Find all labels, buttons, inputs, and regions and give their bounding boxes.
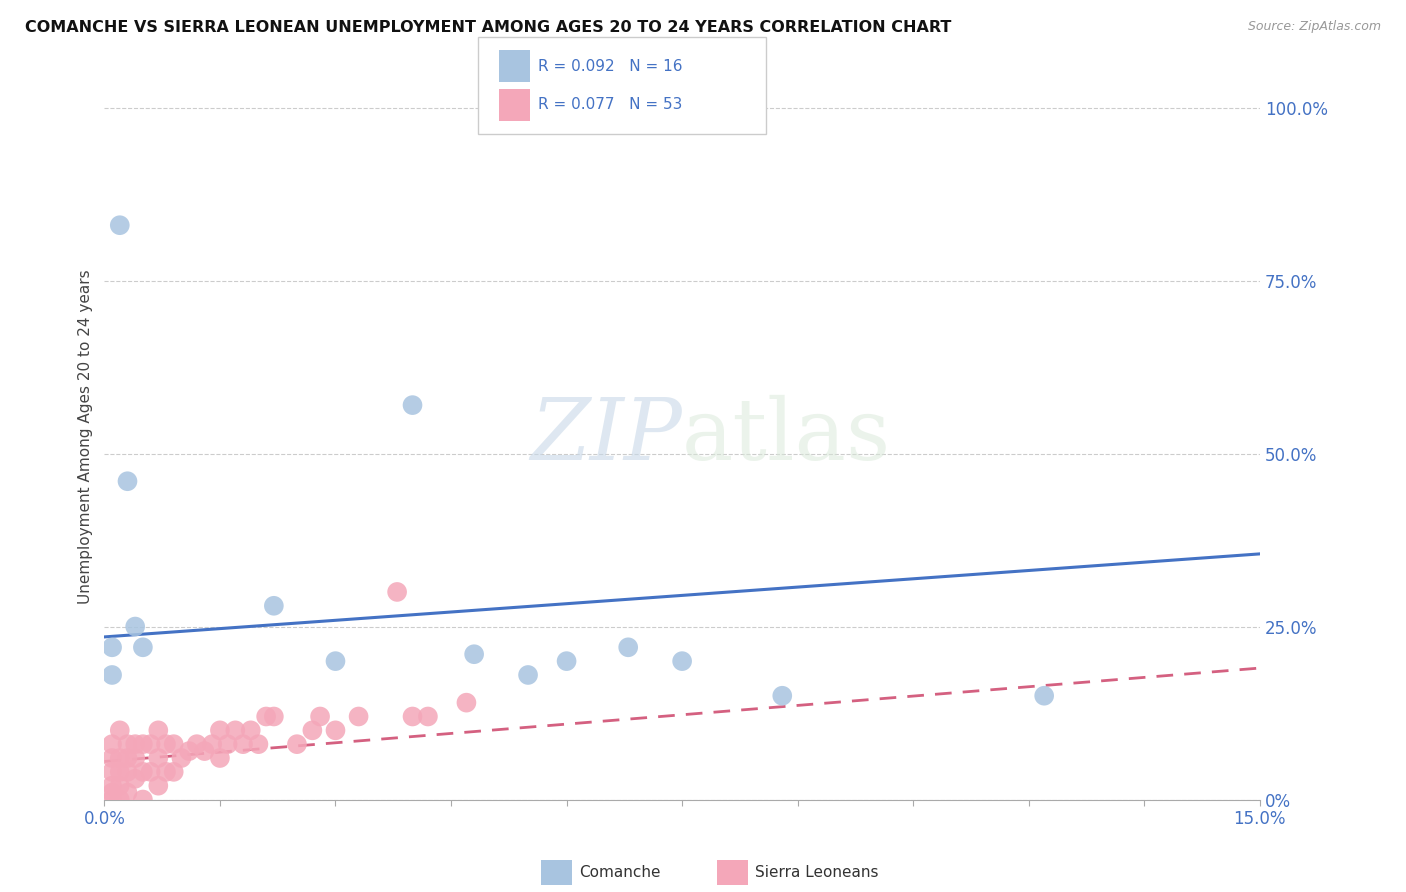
Point [132, 764, 155, 779]
Point [117, 786, 139, 800]
Text: R = 0.092   N = 16: R = 0.092 N = 16 [538, 59, 683, 74]
Point [108, 779, 131, 793]
Point [254, 709, 277, 723]
Point [193, 744, 215, 758]
Y-axis label: Unemployment Among Ages 20 to 24 years: Unemployment Among Ages 20 to 24 years [79, 269, 93, 604]
Point [148, 751, 170, 765]
Text: COMANCHE VS SIERRA LEONEAN UNEMPLOYMENT AMONG AGES 20 TO 24 YEARS CORRELATION CH: COMANCHE VS SIERRA LEONEAN UNEMPLOYMENT … [25, 20, 952, 35]
Point [517, 668, 540, 682]
Point [301, 723, 323, 738]
Point [671, 654, 693, 668]
Point [148, 723, 170, 738]
Point [101, 751, 124, 765]
Point [108, 218, 131, 232]
Point [416, 709, 439, 723]
Point [148, 779, 170, 793]
Point [101, 668, 124, 682]
Point [285, 737, 308, 751]
Point [208, 751, 231, 765]
Point [132, 640, 155, 655]
Point [179, 744, 201, 758]
Point [224, 723, 246, 738]
Point [617, 640, 640, 655]
Point [155, 737, 177, 751]
Point [325, 654, 347, 668]
Point [1033, 689, 1056, 703]
Point [155, 764, 177, 779]
Point [208, 723, 231, 738]
Point [132, 792, 155, 806]
Point [101, 792, 124, 806]
Point [101, 737, 124, 751]
Point [217, 737, 239, 751]
Point [401, 709, 423, 723]
Point [117, 764, 139, 779]
Point [770, 689, 793, 703]
Text: R = 0.077   N = 53: R = 0.077 N = 53 [538, 97, 683, 112]
Point [108, 792, 131, 806]
Point [263, 709, 285, 723]
Point [170, 751, 193, 765]
Point [124, 751, 146, 765]
Point [139, 764, 162, 779]
Point [101, 764, 124, 779]
Point [201, 737, 224, 751]
Point [555, 654, 578, 668]
Point [163, 764, 186, 779]
Text: ZIP: ZIP [530, 395, 682, 477]
Point [101, 640, 124, 655]
Point [463, 647, 485, 661]
Point [117, 474, 139, 488]
Point [239, 723, 262, 738]
Point [309, 709, 332, 723]
Point [108, 751, 131, 765]
Point [139, 737, 162, 751]
Point [247, 737, 270, 751]
Point [124, 619, 146, 633]
Point [117, 737, 139, 751]
Point [456, 696, 478, 710]
Point [108, 764, 131, 779]
Point [401, 398, 423, 412]
Point [186, 737, 208, 751]
Point [232, 737, 254, 751]
Point [347, 709, 370, 723]
Point [132, 737, 155, 751]
Point [101, 786, 124, 800]
Text: Sierra Leoneans: Sierra Leoneans [755, 865, 879, 880]
Point [124, 737, 146, 751]
Point [385, 585, 408, 599]
Text: Comanche: Comanche [579, 865, 661, 880]
Point [263, 599, 285, 613]
Point [124, 772, 146, 786]
Point [101, 779, 124, 793]
Point [163, 737, 186, 751]
Text: Source: ZipAtlas.com: Source: ZipAtlas.com [1247, 20, 1381, 33]
Text: atlas: atlas [682, 394, 891, 478]
Point [117, 751, 139, 765]
Point [325, 723, 347, 738]
Point [108, 723, 131, 738]
